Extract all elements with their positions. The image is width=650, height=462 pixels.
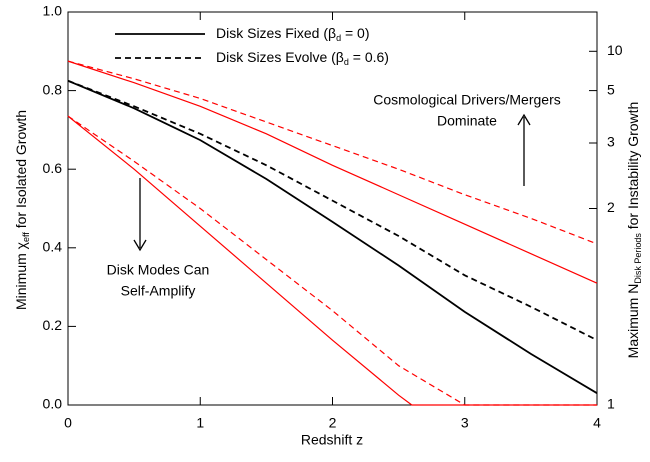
annotation: Cosmological Drivers/Mergers	[373, 92, 561, 108]
y2-tick-label: 10	[607, 42, 623, 58]
label-part: Maximum N	[625, 284, 641, 359]
annotation: Disk Modes Can	[107, 262, 210, 278]
label: Disk Sizes Fixed (βd = 0)	[216, 25, 370, 44]
label-part: for Isolated Growth	[13, 110, 29, 232]
label-part: Disk Periods	[633, 233, 643, 284]
y-tick-label: 0.4	[43, 239, 63, 255]
x-tick-label: 0	[64, 415, 72, 431]
annotation: Dominate	[437, 113, 497, 129]
y-tick-label: 0.0	[43, 396, 63, 412]
y-tick-label: 1.0	[43, 3, 63, 19]
series-line	[67, 79, 598, 341]
y-tick-label: 0.8	[43, 81, 63, 97]
label-part: d	[336, 33, 341, 43]
label-part: Minimum χ	[13, 241, 29, 310]
y2-tick-label: 1	[607, 396, 615, 412]
x-tick-label: 4	[593, 415, 601, 431]
y-tick-label: 0.2	[43, 317, 63, 333]
label-part: = 0)	[341, 25, 369, 41]
series-line	[67, 60, 598, 284]
label-part: Disk Sizes Fixed (β	[216, 25, 336, 41]
arrow-head	[517, 113, 531, 126]
y2-tick-label: 3	[607, 134, 615, 150]
label-part: eff	[21, 232, 31, 242]
label-part: for Instability Growth	[625, 102, 641, 234]
series-line	[67, 60, 598, 245]
label: Maximum NDisk Periods for Instability Gr…	[625, 102, 644, 359]
x-axis-label: Redshift z	[301, 432, 363, 448]
series-line	[67, 115, 597, 406]
series-line	[67, 79, 598, 394]
label-part: Disk Sizes Evolve (β	[216, 49, 344, 65]
y2-tick-label: 2	[607, 199, 615, 215]
annotation: Self-Amplify	[121, 283, 196, 299]
x-tick-label: 1	[196, 415, 204, 431]
y2-tick-label: 5	[607, 81, 615, 97]
x-tick-label: 3	[461, 415, 469, 431]
series-line	[67, 115, 597, 406]
label: Minimum χeff for Isolated Growth	[13, 110, 32, 310]
arrow-head	[133, 239, 147, 252]
label: Disk Sizes Evolve (βd = 0.6)	[216, 49, 389, 68]
y-tick-label: 0.6	[43, 160, 63, 176]
label-part: = 0.6)	[349, 49, 389, 65]
label-part: d	[344, 57, 349, 67]
x-tick-label: 2	[329, 415, 337, 431]
